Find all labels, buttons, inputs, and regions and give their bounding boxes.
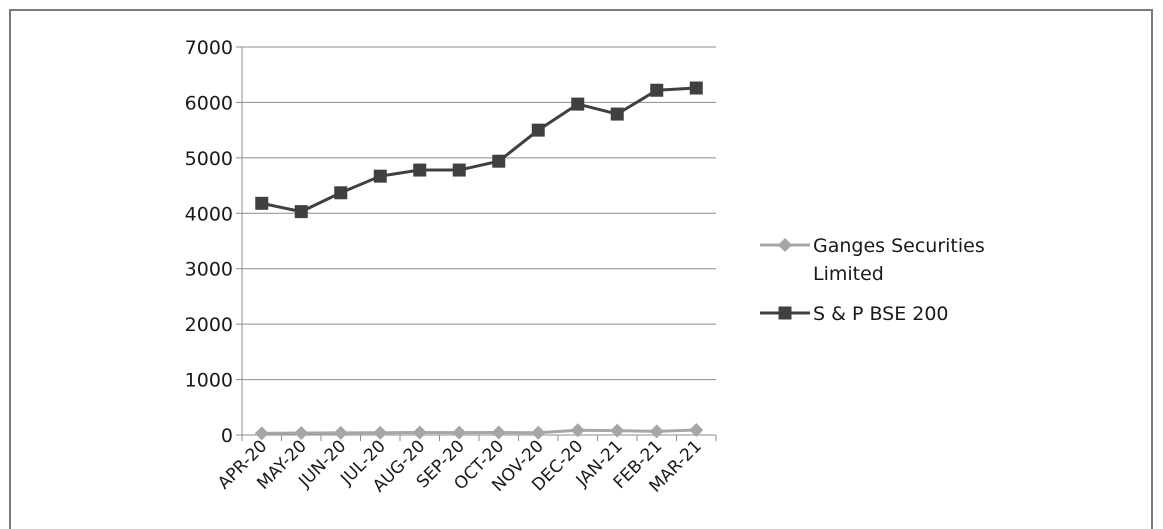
legend: Ganges Securities Limited S & P BSE 200 (760, 235, 985, 325)
y-tick-label: 2000 (185, 314, 233, 336)
legend-entry: Ganges Securities Limited (760, 235, 985, 285)
data-point (255, 196, 269, 210)
data-point (570, 423, 585, 438)
y-tick-label: 6000 (185, 92, 233, 114)
data-point (452, 163, 466, 177)
y-tick-label: 5000 (185, 148, 233, 170)
y-tick-label: 1000 (185, 370, 233, 392)
axes (236, 46, 717, 441)
data-point (373, 169, 387, 183)
legend-entry: S & P BSE 200 (760, 303, 949, 325)
data-point (294, 426, 309, 441)
data-point (650, 83, 664, 97)
data-point (452, 425, 467, 440)
data-point (689, 423, 704, 438)
series (254, 81, 704, 441)
series-bse-200 (255, 81, 703, 219)
series-line (261, 428, 697, 435)
legend-label: Limited (813, 263, 884, 285)
data-point (610, 107, 624, 121)
data-point (610, 423, 625, 438)
y-tick-label: 0 (221, 425, 233, 447)
data-point (491, 425, 506, 440)
data-point (413, 163, 427, 177)
data-point (412, 425, 427, 440)
legend-label: Ganges Securities (813, 235, 985, 257)
y-tick-label: 7000 (185, 37, 233, 59)
series-line (261, 86, 697, 214)
data-point (531, 425, 546, 440)
data-point (571, 97, 585, 111)
x-axis-tick-labels: APR-20MAY-20JUN-20JUL-20AUG-20SEP-20OCT-… (214, 436, 706, 496)
y-axis-tick-labels: 0 1000 2000 3000 4000 5000 6000 7000 (185, 37, 233, 447)
series-ganges-securities (254, 423, 704, 441)
legend-marker (778, 238, 792, 252)
y-tick-label: 3000 (185, 259, 233, 281)
data-point (373, 425, 388, 440)
y-tick-label: 4000 (185, 203, 233, 225)
data-point (689, 81, 703, 95)
data-point (333, 425, 348, 440)
data-point (334, 186, 348, 200)
legend-label: S & P BSE 200 (813, 303, 949, 325)
data-point (492, 154, 506, 168)
data-point (254, 426, 269, 441)
data-point (649, 424, 664, 439)
legend-marker (778, 306, 792, 320)
data-point (294, 205, 308, 219)
data-point (531, 123, 545, 137)
